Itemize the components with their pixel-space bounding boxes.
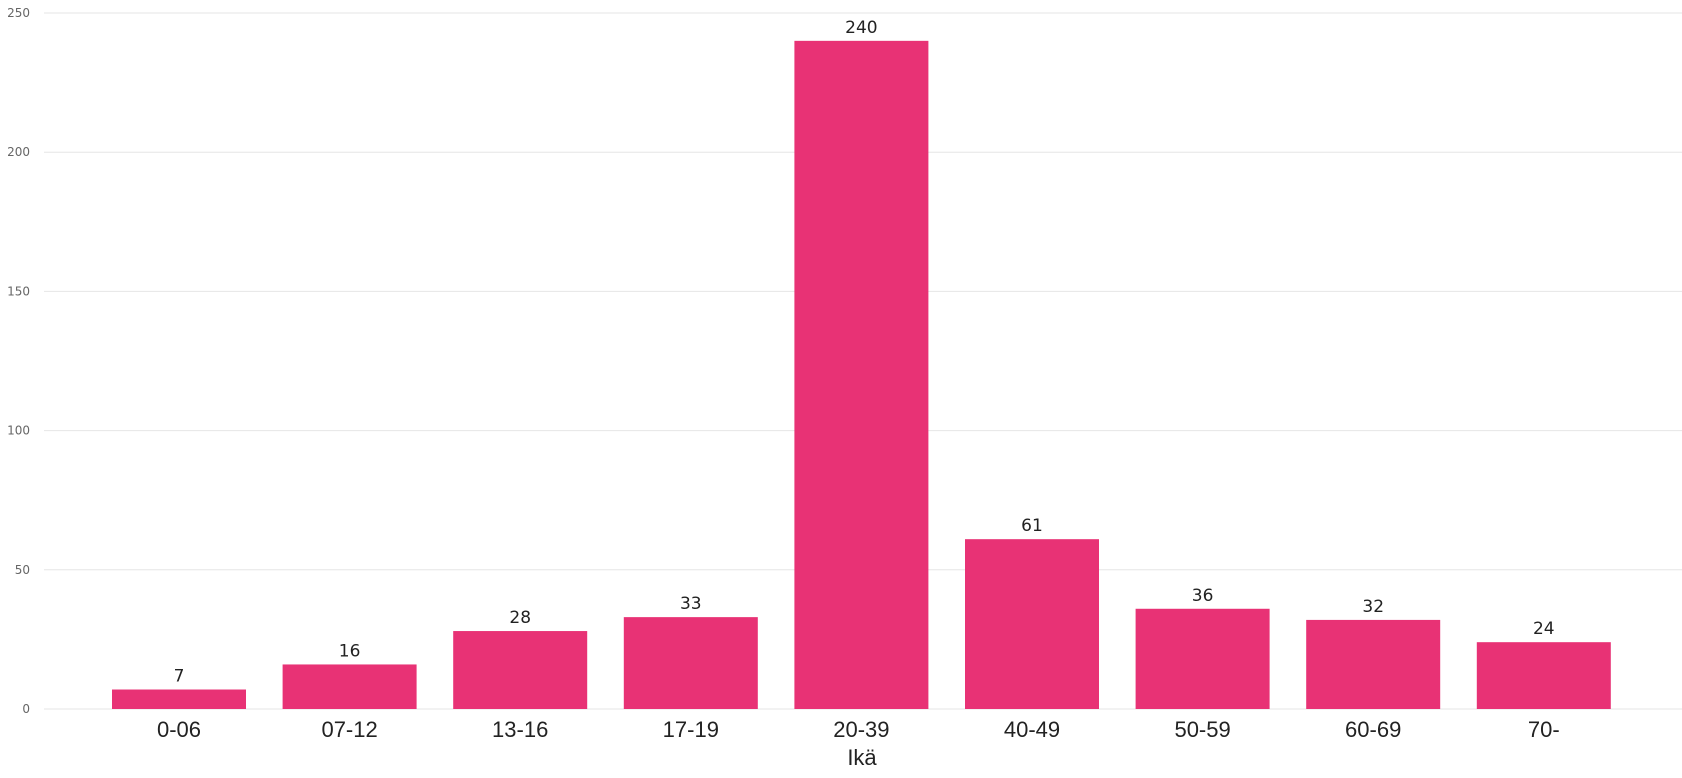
data-label-0-06: 7 [174, 667, 185, 687]
bar-17-19 [623, 617, 758, 709]
x-tick-label-07-12: 07-12 [321, 717, 377, 742]
data-label-60-69: 32 [1362, 597, 1384, 617]
bar-70- [1476, 642, 1611, 709]
data-label-07-12: 16 [339, 641, 361, 661]
x-tick-label-13-16: 13-16 [492, 717, 548, 742]
x-tick-label-70-: 70- [1528, 717, 1560, 742]
y-tick-label: 200 [7, 145, 30, 159]
x-tick-label-60-69: 60-69 [1345, 717, 1401, 742]
data-label-50-59: 36 [1192, 586, 1214, 606]
y-tick-label: 100 [7, 424, 30, 438]
data-label-17-19: 33 [680, 594, 702, 614]
x-axis-ticks: 0-06 07-12 13-16 17-19 20-39 40-49 50-59 60-69 7… [157, 717, 1560, 742]
bar-50-59 [1135, 608, 1270, 709]
y-tick-label: 250 [7, 6, 30, 20]
y-axis-ticks: 0 50 100 150 200 250 [7, 6, 30, 716]
x-tick-label-40-49: 40-49 [1004, 717, 1060, 742]
bar-0-06 [112, 689, 246, 709]
y-tick-label: 50 [15, 563, 30, 577]
data-label-70-: 24 [1533, 619, 1555, 639]
x-tick-label-0-06: 0-06 [157, 717, 201, 742]
bars [112, 40, 1611, 709]
bar-07-12 [282, 664, 417, 709]
bar-13-16 [453, 631, 588, 709]
data-label-40-49: 61 [1021, 516, 1043, 536]
data-label-20-39: 240 [845, 18, 877, 38]
x-tick-label-50-59: 50-59 [1174, 717, 1230, 742]
bar-40-49 [965, 539, 1099, 709]
y-tick-label: 150 [7, 284, 30, 298]
x-axis-title: Ikä [847, 745, 877, 770]
y-tick-label: 0 [22, 702, 30, 716]
bar-60-69 [1306, 619, 1441, 709]
x-tick-label-20-39: 20-39 [833, 717, 889, 742]
data-label-13-16: 28 [509, 608, 531, 628]
x-tick-label-17-19: 17-19 [663, 717, 719, 742]
data-labels: 7 16 28 33 240 61 36 32 24 [174, 18, 1555, 687]
bar-20-39 [794, 40, 929, 709]
